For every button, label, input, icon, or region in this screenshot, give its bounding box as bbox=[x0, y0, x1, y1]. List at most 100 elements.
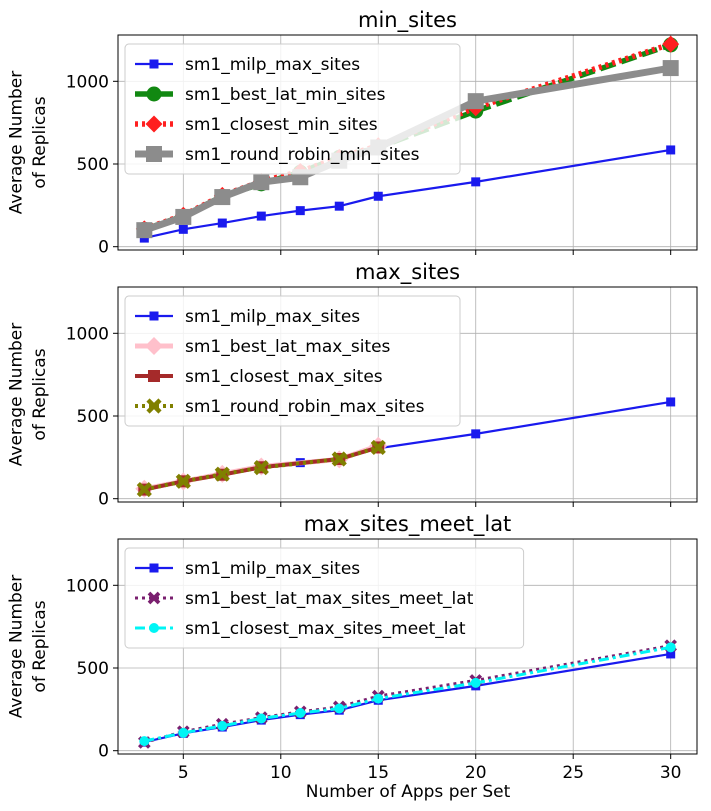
data-point bbox=[334, 201, 344, 211]
data-point bbox=[331, 451, 347, 467]
data-point bbox=[253, 174, 270, 191]
plot-area bbox=[135, 397, 676, 498]
legend-marker bbox=[149, 563, 159, 573]
y-tick-label: 500 bbox=[77, 407, 109, 427]
axes: 0 500 1000 bbox=[66, 72, 672, 258]
y-tick-label: 1000 bbox=[66, 324, 109, 344]
data-point bbox=[662, 60, 679, 77]
data-point bbox=[175, 473, 191, 489]
x-tick-label: 20 bbox=[465, 763, 487, 783]
legend: sm1_milp_max_sites sm1_best_lat_min_sites… bbox=[124, 43, 461, 175]
legend-entry-sm1-best-lat-max-sites: sm1_best_lat_max_sites bbox=[135, 337, 391, 357]
x-tick-label: 30 bbox=[660, 763, 682, 783]
x-tick-label: 15 bbox=[367, 763, 389, 783]
legend-label: sm1_milp_max_sites bbox=[185, 55, 360, 75]
legend-marker bbox=[147, 591, 161, 605]
legend: sm1_milp_max_sites sm1_best_lat_max_sites… bbox=[124, 547, 525, 649]
axes-frame bbox=[117, 34, 698, 251]
data-point bbox=[139, 736, 150, 747]
plot-area bbox=[137, 639, 678, 749]
legend-label: sm1_round_robin_min_sites bbox=[185, 145, 420, 165]
axes-frame bbox=[117, 538, 698, 755]
legend-entry-sm1-round-robin-max-sites: sm1_round_robin_max_sites bbox=[135, 397, 425, 417]
legend-marker bbox=[146, 86, 162, 102]
legend-label: sm1_best_lat_max_sites_meet_lat bbox=[185, 589, 474, 609]
data-point bbox=[373, 191, 383, 201]
legend-label: sm1_closest_max_sites_meet_lat bbox=[185, 619, 466, 639]
legend-box bbox=[124, 43, 461, 175]
data-point bbox=[471, 177, 481, 187]
legend-label: sm1_round_robin_max_sites bbox=[185, 397, 425, 417]
data-point bbox=[666, 649, 676, 659]
legend-label: sm1_closest_max_sites bbox=[185, 367, 383, 387]
legend-label: sm1_best_lat_min_sites bbox=[185, 85, 386, 105]
data-point bbox=[214, 466, 230, 482]
legend-entry-sm1-milp-max-sites: sm1_milp_max_sites bbox=[135, 55, 360, 75]
legend-label: sm1_milp_max_sites bbox=[185, 307, 360, 327]
data-point bbox=[662, 35, 680, 53]
data-point bbox=[256, 211, 266, 221]
y-tick-label: 1000 bbox=[66, 72, 109, 92]
axes-frame bbox=[117, 286, 698, 503]
legend-entry-sm1-closest-max-sites: sm1_closest_max_sites bbox=[135, 367, 383, 387]
legend-marker bbox=[149, 623, 159, 633]
series-sm1-closest-max-sites-meet-lat bbox=[139, 642, 676, 747]
series-line bbox=[144, 645, 671, 743]
x-tick-label: 5 bbox=[178, 763, 189, 783]
data-point bbox=[467, 93, 484, 110]
data-point bbox=[217, 720, 228, 731]
series-line bbox=[143, 445, 379, 492]
data-point bbox=[666, 145, 676, 155]
series-sm1-round-robin-max-sites bbox=[136, 439, 386, 498]
y-tick-label: 500 bbox=[77, 155, 109, 175]
axes: 0 500 1000 bbox=[66, 324, 672, 510]
panel-title: min_sites bbox=[358, 8, 457, 33]
data-point bbox=[178, 224, 188, 234]
legend-label: sm1_closest_min_sites bbox=[185, 115, 378, 135]
legend-entry-sm1-closest-min-sites: sm1_closest_min_sites bbox=[135, 115, 378, 135]
y-axis-label: Average Number of Replicas bbox=[6, 575, 50, 719]
data-point bbox=[334, 703, 345, 714]
data-point bbox=[295, 707, 306, 718]
legend-entry-sm1-milp-max-sites: sm1_milp_max_sites bbox=[135, 559, 360, 579]
data-point bbox=[178, 727, 189, 738]
data-point bbox=[136, 482, 152, 498]
legend-box bbox=[124, 295, 461, 427]
legend-box bbox=[124, 547, 525, 649]
y-tick-label: 500 bbox=[77, 659, 109, 679]
data-point bbox=[470, 677, 481, 688]
panel-title: max_sites_meet_lat bbox=[304, 512, 512, 537]
data-point bbox=[136, 222, 153, 239]
legend-marker bbox=[145, 115, 163, 133]
panel-max-sites-meet-lat: 5 10 15 20 25 30 0 500 1000 Average Number of Repl… bbox=[6, 512, 698, 783]
axes: 5 10 15 20 25 30 0 500 1000 bbox=[66, 576, 682, 783]
data-point bbox=[217, 218, 227, 228]
legend-entry-sm1-best-lat-min-sites: sm1_best_lat_min_sites bbox=[135, 85, 386, 105]
data-point bbox=[175, 208, 192, 225]
legend-marker bbox=[146, 398, 162, 414]
panel-title: max_sites bbox=[355, 260, 460, 285]
x-tick-label: 25 bbox=[562, 763, 584, 783]
legend-marker bbox=[146, 146, 162, 162]
y-tick-label: 0 bbox=[98, 742, 109, 762]
x-tick-label: 10 bbox=[270, 763, 292, 783]
y-tick-label: 0 bbox=[98, 238, 109, 258]
x-axis-label: Number of Apps per Set bbox=[306, 782, 511, 802]
data-point bbox=[253, 460, 269, 476]
data-point bbox=[370, 439, 386, 456]
y-tick-label: 0 bbox=[98, 490, 109, 510]
legend-entry-sm1-round-robin-min-sites: sm1_round_robin_min_sites bbox=[135, 145, 420, 165]
data-point bbox=[665, 642, 676, 653]
legend-marker bbox=[145, 337, 163, 355]
data-point bbox=[256, 713, 267, 724]
y-axis-label: Average Number of Replicas bbox=[6, 71, 50, 215]
y-tick-label: 1000 bbox=[66, 576, 109, 596]
legend-entry-sm1-best-lat-max-sites-meet-lat: sm1_best_lat_max_sites_meet_lat bbox=[135, 589, 474, 609]
data-point bbox=[295, 206, 305, 216]
series-sm1-milp-max-sites bbox=[139, 649, 676, 747]
panel-min-sites: 0 500 1000 Average Number of Replicas min_sit… bbox=[6, 8, 698, 258]
legend: sm1_milp_max_sites sm1_best_lat_max_sites… bbox=[124, 295, 461, 427]
data-point bbox=[214, 189, 231, 206]
legend-marker bbox=[149, 311, 159, 321]
legend-label: sm1_milp_max_sites bbox=[185, 559, 360, 579]
